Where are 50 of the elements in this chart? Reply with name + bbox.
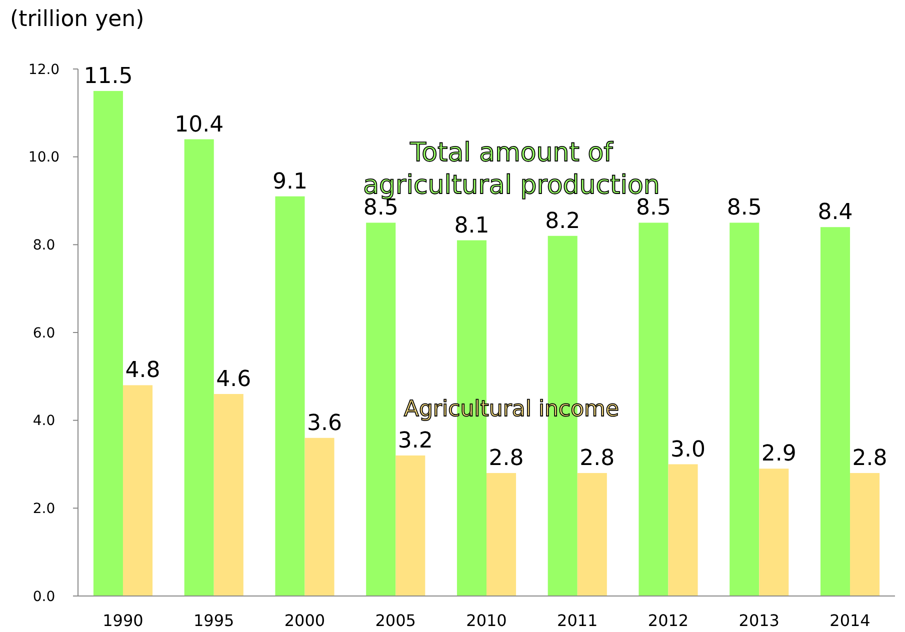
data-label: 3.6 <box>307 410 342 436</box>
data-label: 2.8 <box>852 446 888 472</box>
y-tick-label: 0.0 <box>32 588 56 605</box>
data-label: 3.2 <box>398 428 433 454</box>
data-label: 2.8 <box>580 446 615 472</box>
data-label: 4.8 <box>125 358 160 384</box>
data-label: 8.5 <box>636 196 671 221</box>
bar <box>638 222 668 596</box>
bar <box>730 222 760 596</box>
data-label: 2.8 <box>488 446 524 472</box>
bar <box>668 464 698 596</box>
data-label: 11.5 <box>84 64 133 89</box>
data-label: 8.2 <box>545 208 580 234</box>
x-tick-label: 2014 <box>830 611 870 630</box>
y-tick-label: 12.0 <box>28 62 60 78</box>
x-tick-label: 2000 <box>284 611 326 630</box>
bar <box>820 227 850 596</box>
bar <box>275 196 305 596</box>
bar <box>122 385 153 596</box>
bar <box>184 139 214 596</box>
data-label: 10.4 <box>174 112 224 138</box>
x-tick-label: 2013 <box>738 611 780 630</box>
data-label: 9.1 <box>272 169 308 194</box>
bar <box>396 455 426 596</box>
y-tick-label: 2.0 <box>32 501 56 518</box>
x-tick-label: 2012 <box>648 611 689 630</box>
x-tick-label: 1995 <box>194 611 234 630</box>
y-tick-label: 8.0 <box>32 238 56 254</box>
data-label: 8.1 <box>454 213 490 238</box>
y-tick-label: 4.0 <box>32 413 56 430</box>
data-label: 4.6 <box>216 366 252 392</box>
y-axis-title: (trillion yen) <box>10 7 144 32</box>
data-label: 2.9 <box>761 442 796 467</box>
x-tick-label: 2005 <box>375 611 416 630</box>
bar <box>759 468 789 596</box>
data-label: 3.0 <box>670 437 706 462</box>
bar <box>366 222 396 596</box>
x-tick-label: 1990 <box>102 611 144 630</box>
bar <box>304 438 334 596</box>
data-label: 8.5 <box>726 196 762 221</box>
bar <box>93 90 123 596</box>
bar <box>577 473 607 596</box>
bar <box>214 394 244 596</box>
data-label: 8.4 <box>818 200 853 226</box>
x-tick-label: 2011 <box>557 611 598 630</box>
x-tick-label: 2010 <box>466 611 507 630</box>
y-tick-label: 10.0 <box>28 150 60 166</box>
bar <box>486 473 516 596</box>
y-tick-label: 6.0 <box>32 325 56 342</box>
bar <box>850 473 880 596</box>
